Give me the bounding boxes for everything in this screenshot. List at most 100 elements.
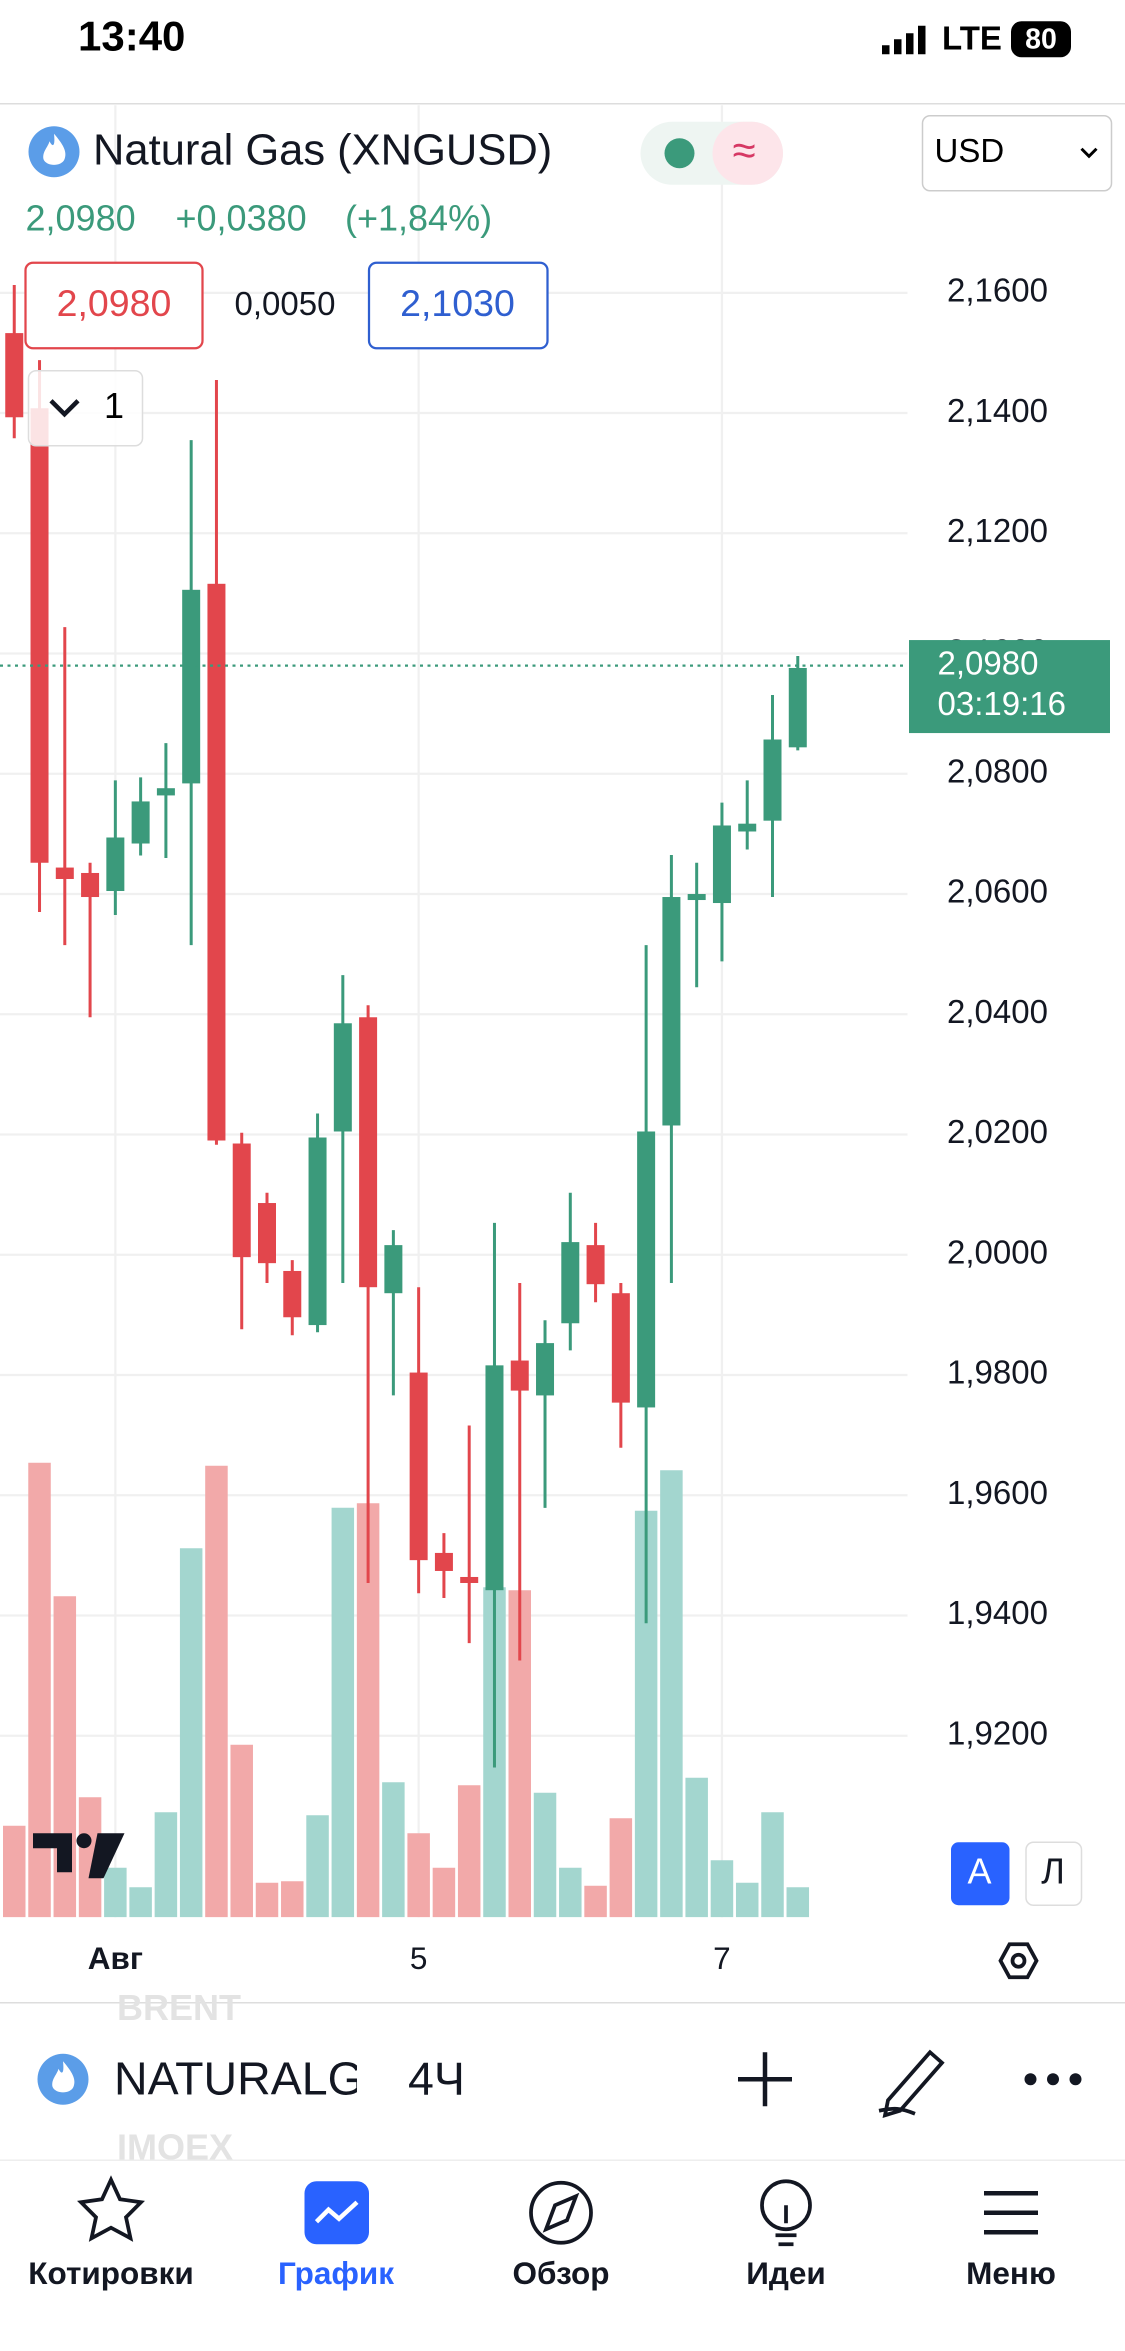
auto-scale-button[interactable] (951, 1842, 1010, 1906)
nav-explore[interactable]: Обзор (513, 2255, 610, 2291)
candle-body (637, 1131, 656, 1408)
candle-body (30, 408, 49, 863)
volume-bar (255, 1882, 279, 1918)
volume-bar (3, 1825, 26, 1918)
volume-bar (457, 1785, 481, 1918)
candle-body (586, 1245, 605, 1285)
volume-bar (179, 1548, 203, 1918)
candle-body (510, 1360, 529, 1391)
volume-bar (154, 1812, 178, 1918)
volume-bar (508, 1590, 531, 1918)
candle-body (5, 333, 24, 418)
candle-body (131, 801, 150, 844)
candle-body (611, 1293, 630, 1403)
candle-body (182, 589, 201, 784)
auto-scale-label: A (967, 1850, 991, 1891)
volume-bar (634, 1510, 658, 1918)
candle-body (55, 867, 74, 879)
draw-icon[interactable] (878, 2049, 945, 2118)
chevron (1080, 147, 1098, 159)
volume-bar (331, 1507, 355, 1918)
bid: 2,0980 (57, 282, 172, 324)
volume-bar (306, 1815, 329, 1918)
battery (1011, 21, 1071, 58)
candle-body (384, 1245, 403, 1294)
nav-quotes[interactable]: Котировки (28, 2255, 193, 2291)
plot-area (3, 285, 810, 1918)
currency-select[interactable] (921, 114, 1113, 192)
volume-bar (533, 1792, 557, 1918)
quotes-icon[interactable] (77, 2175, 145, 2242)
y-tick-label: 2,1400 (947, 392, 1048, 429)
volume-bar (281, 1881, 304, 1918)
candle-body (460, 1576, 479, 1583)
volume-bar (660, 1470, 683, 1918)
status-network: LTE (942, 19, 1002, 56)
compass-needle (542, 2192, 580, 2233)
interval[interactable]: 4Ч (408, 2053, 465, 2105)
prev-symbol: BRENT (117, 1987, 241, 2028)
volume-bar (735, 1882, 759, 1918)
volume-bar (609, 1818, 633, 1918)
symbol-title: Natural Gas (XNGUSD) (93, 127, 552, 175)
candle-body (763, 739, 782, 821)
candle-body (561, 1242, 580, 1324)
volume-bar (786, 1887, 810, 1918)
candle-body (258, 1203, 276, 1264)
volume-bar (761, 1812, 784, 1918)
y-tick-label: 2,0800 (947, 752, 1048, 789)
volume-bar (407, 1833, 430, 1918)
signal-icon (882, 25, 926, 55)
volume-bar (356, 1503, 380, 1918)
nav-menu[interactable]: Меню (966, 2255, 1056, 2291)
settings-icon[interactable] (998, 1942, 1039, 1980)
buy-button[interactable] (367, 261, 549, 350)
volume-bar (28, 1462, 51, 1918)
ideas-icon[interactable] (760, 2179, 812, 2232)
candle-body (207, 583, 226, 1141)
y-tick-label: 2,1600 (947, 272, 1048, 309)
price-change: +0,0380 (176, 197, 307, 238)
settings-icon-hole (1010, 1952, 1027, 1969)
nav-chart[interactable]: График (278, 2255, 394, 2291)
sell-button[interactable] (24, 261, 204, 350)
chevron (49, 399, 80, 418)
battery-level: 80 (1025, 23, 1057, 55)
explore-icon[interactable] (529, 2180, 593, 2245)
last-price-label: 2,0980 (938, 644, 1039, 681)
candle-body (434, 1552, 453, 1571)
y-tick-label: 1,9600 (947, 1474, 1048, 1511)
x-tick-label: 5 (410, 1940, 428, 1976)
add-icon[interactable] (738, 2052, 792, 2107)
candle-body (333, 1023, 352, 1132)
candle-body (712, 825, 731, 904)
volume-bar (685, 1777, 708, 1918)
market-open-dot (664, 138, 695, 169)
flame (52, 2061, 75, 2093)
volume-bar (230, 1744, 253, 1918)
chart-nav-line (314, 2200, 359, 2224)
lots-select[interactable] (27, 369, 144, 447)
volume-bar (382, 1782, 405, 1918)
status-time: 13:40 (78, 12, 185, 59)
more-icon[interactable] (1024, 2073, 1082, 2086)
candle-body (81, 872, 100, 898)
log-scale-button[interactable] (1025, 1841, 1083, 1906)
ask: 2,1030 (400, 282, 515, 324)
volume-bar (710, 1860, 734, 1918)
menu-icon[interactable] (984, 2191, 1038, 2235)
chart: 2,16002,14002,12002,10002,08002,06002,04… (0, 105, 1110, 1976)
last-price-box (909, 640, 1110, 734)
tv-logo (33, 1833, 125, 1879)
candle-body (359, 1017, 378, 1288)
y-tick-label: 2,0600 (947, 873, 1048, 910)
nav-ideas[interactable]: Идеи (746, 2255, 826, 2291)
volume-bar (205, 1465, 228, 1918)
volume-bar (432, 1867, 456, 1918)
y-tick-label: 1,9200 (947, 1714, 1048, 1751)
y-tick-label: 1,9800 (947, 1354, 1048, 1391)
approx-icon: ≈ (732, 126, 755, 173)
symbol[interactable]: NATURALGAS (114, 2053, 426, 2105)
chart-nav-icon[interactable] (304, 2181, 370, 2245)
lots: 1 (104, 385, 124, 426)
